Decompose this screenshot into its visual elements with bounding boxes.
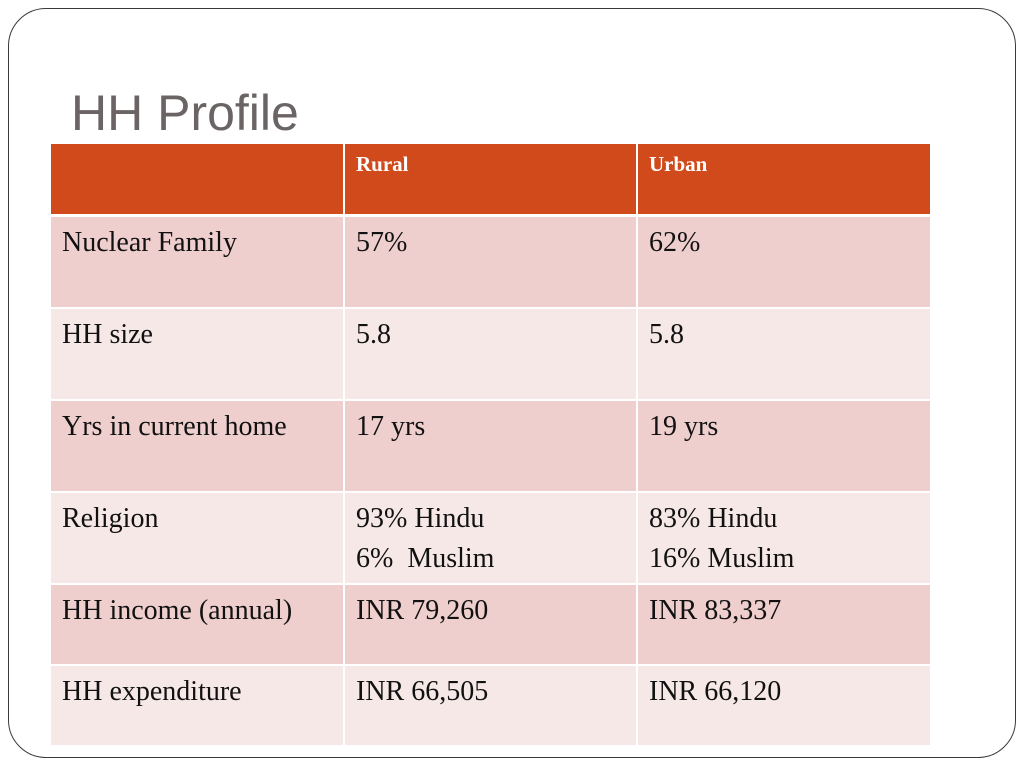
header-cell-rural: Rural — [343, 144, 636, 217]
rural-value: 17 yrs — [343, 401, 636, 493]
row-label: Nuclear Family — [51, 217, 343, 309]
rural-value: 5.8 — [343, 309, 636, 401]
rural-value-line: INR 79,260 — [356, 595, 489, 626]
row-label-text: Religion — [62, 503, 159, 534]
row-label: HH size — [51, 309, 343, 401]
rural-value-line: INR 66,505 — [356, 676, 489, 707]
rural-value: INR 79,260 — [343, 585, 636, 666]
row-label: HH expenditure — [51, 666, 343, 747]
row-label-text: HH size — [62, 319, 153, 350]
row-label-text: HH income (annual) — [62, 595, 293, 626]
urban-value-line: 5.8 — [649, 319, 684, 350]
rural-value-line: 57% — [356, 227, 408, 258]
rural-value: 93% Hindu 6% Muslim — [343, 493, 636, 585]
urban-value: INR 66,120 — [636, 666, 930, 747]
urban-value: 19 yrs — [636, 401, 930, 493]
table-row: Yrs in current home 17 yrs 19 yrs — [51, 401, 930, 493]
hh-profile-table: Rural Urban Nuclear Family 57% 62% HH si… — [51, 144, 930, 747]
urban-value-line: 62% — [649, 227, 701, 258]
table-row: HH expenditure INR 66,505 INR 66,120 — [51, 666, 930, 747]
urban-value: 83% Hindu 16% Muslim — [636, 493, 930, 585]
row-label-text: Yrs in current home — [62, 411, 287, 442]
row-label-text: HH expenditure — [62, 676, 242, 707]
row-label: HH income (annual) — [51, 585, 343, 666]
rural-value-line: 93% Hindu — [356, 503, 485, 534]
table-row: HH size 5.8 5.8 — [51, 309, 930, 401]
table-row: Religion 93% Hindu 6% Muslim 83% Hindu 1… — [51, 493, 930, 585]
urban-value-line: 19 yrs — [649, 411, 719, 442]
urban-value-line: 16% Muslim — [649, 543, 795, 574]
urban-value: 62% — [636, 217, 930, 309]
row-label: Yrs in current home — [51, 401, 343, 493]
rural-value-line: 5.8 — [356, 319, 391, 350]
urban-value-line: 83% Hindu — [649, 503, 778, 534]
urban-value: INR 83,337 — [636, 585, 930, 666]
table-header-row: Rural Urban — [51, 144, 930, 217]
header-cell-urban: Urban — [636, 144, 930, 217]
slide-title: HH Profile — [71, 85, 299, 141]
rural-value: INR 66,505 — [343, 666, 636, 747]
rural-value-line: 6% Muslim — [356, 543, 495, 574]
header-cell-blank — [51, 144, 343, 217]
urban-value: 5.8 — [636, 309, 930, 401]
table-row: Nuclear Family 57% 62% — [51, 217, 930, 309]
row-label: Religion — [51, 493, 343, 585]
rural-value-line: 17 yrs — [356, 411, 426, 442]
table-row: HH income (annual) INR 79,260 INR 83,337 — [51, 585, 930, 666]
rural-value: 57% — [343, 217, 636, 309]
urban-value-line: INR 83,337 — [649, 595, 782, 626]
urban-value-line: INR 66,120 — [649, 676, 782, 707]
row-label-text: Nuclear Family — [62, 227, 237, 258]
